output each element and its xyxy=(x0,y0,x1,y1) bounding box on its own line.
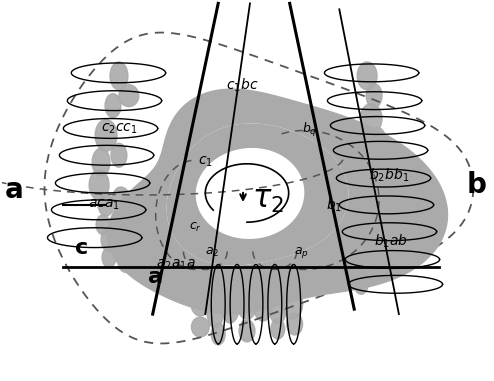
Ellipse shape xyxy=(351,256,367,279)
Text: a: a xyxy=(4,176,23,204)
Text: $b_1$: $b_1$ xyxy=(327,196,342,214)
Text: $b_2bb_1$: $b_2bb_1$ xyxy=(369,166,409,184)
Ellipse shape xyxy=(221,291,239,323)
Text: $c_r$: $c_r$ xyxy=(189,221,202,234)
Ellipse shape xyxy=(287,313,303,335)
Ellipse shape xyxy=(354,240,368,259)
Ellipse shape xyxy=(366,84,382,107)
Ellipse shape xyxy=(96,215,110,235)
Polygon shape xyxy=(167,124,348,265)
Ellipse shape xyxy=(92,148,110,176)
Ellipse shape xyxy=(211,323,225,345)
Ellipse shape xyxy=(364,148,384,176)
Text: a: a xyxy=(148,267,163,287)
Ellipse shape xyxy=(207,300,223,328)
Ellipse shape xyxy=(102,248,116,267)
Ellipse shape xyxy=(237,289,257,319)
Polygon shape xyxy=(108,89,448,314)
Text: $a_2a_1a$: $a_2a_1a$ xyxy=(156,257,196,272)
Ellipse shape xyxy=(283,289,303,319)
Text: b: b xyxy=(466,171,486,199)
Text: $c_1bc$: $c_1bc$ xyxy=(226,77,258,94)
Ellipse shape xyxy=(359,166,375,190)
Ellipse shape xyxy=(360,104,382,133)
Ellipse shape xyxy=(118,251,134,272)
Text: $a_p$: $a_p$ xyxy=(294,245,309,260)
Ellipse shape xyxy=(101,228,117,251)
Ellipse shape xyxy=(89,170,109,200)
Ellipse shape xyxy=(112,187,130,213)
Ellipse shape xyxy=(270,298,286,324)
Ellipse shape xyxy=(354,218,374,246)
Ellipse shape xyxy=(361,204,377,226)
Text: $c_1$: $c_1$ xyxy=(198,155,213,170)
Ellipse shape xyxy=(191,317,209,337)
Text: $aca_1$: $aca_1$ xyxy=(88,198,120,212)
Ellipse shape xyxy=(111,143,127,167)
Text: $\tau_2$: $\tau_2$ xyxy=(252,184,284,215)
Text: c: c xyxy=(75,238,88,258)
Ellipse shape xyxy=(271,319,285,339)
Ellipse shape xyxy=(357,62,377,90)
Text: $b_q$: $b_q$ xyxy=(302,122,317,139)
Polygon shape xyxy=(197,149,304,238)
Ellipse shape xyxy=(95,120,117,151)
Text: $a_2$: $a_2$ xyxy=(205,246,219,259)
Ellipse shape xyxy=(354,274,368,294)
Ellipse shape xyxy=(98,194,114,216)
Ellipse shape xyxy=(368,128,386,153)
Ellipse shape xyxy=(190,286,210,316)
Text: $c_2cc_1$: $c_2cc_1$ xyxy=(101,121,137,136)
Ellipse shape xyxy=(105,94,121,117)
Ellipse shape xyxy=(110,62,128,90)
Polygon shape xyxy=(167,124,348,265)
Text: $b_1ab$: $b_1ab$ xyxy=(374,233,408,250)
Ellipse shape xyxy=(362,182,380,208)
Ellipse shape xyxy=(239,320,255,342)
Ellipse shape xyxy=(119,85,139,107)
Ellipse shape xyxy=(254,293,272,321)
